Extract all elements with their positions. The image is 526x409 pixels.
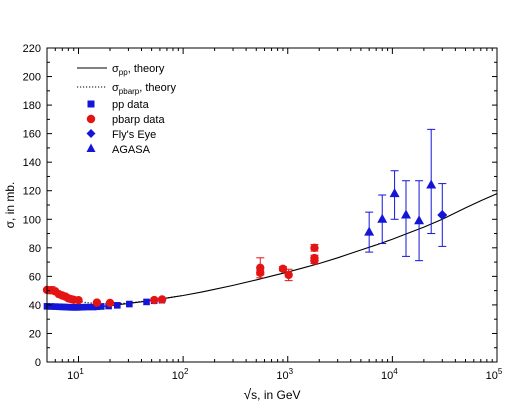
x-tick-label: 101 (67, 367, 84, 382)
y-tick-label: 80 (29, 243, 41, 255)
legend-entry-pbarp-theory: σpbarp, theory (77, 82, 176, 96)
agasa-data-point (426, 179, 437, 189)
legend: σpp, theory σpbarp, theory pp data pbarp… (77, 63, 176, 156)
x-tick-label: 104 (381, 367, 398, 382)
y-tick-label: 40 (29, 300, 41, 312)
agasa-data-point (401, 209, 412, 219)
flyseye-data-point (437, 209, 448, 220)
x-tick-label: 105 (486, 367, 503, 382)
legend-entry-pp-data: pp data (87, 99, 150, 111)
data-markers (42, 179, 448, 311)
legend-circle-icon (86, 114, 96, 124)
legend-label-agasa: AGASA (112, 144, 151, 156)
pp-theory-curve (46, 193, 498, 309)
agasa-data-point (377, 213, 388, 223)
pbarp-data-point (157, 295, 167, 304)
axis-ticks (46, 47, 498, 363)
legend-entry-pp-theory: σpp, theory (77, 63, 165, 77)
pbarp-data-point (92, 298, 102, 307)
agasa-data-point (389, 188, 400, 198)
y-axis-label-rest: , in mb. (3, 182, 17, 221)
pp-data-point (55, 303, 63, 311)
y-tick-label: 100 (23, 214, 41, 226)
y-axis-label-sigma: σ (3, 220, 17, 228)
legend-triangle-icon (86, 143, 96, 152)
agasa-data-point (364, 226, 375, 236)
pp-data-point (83, 303, 91, 311)
y-axis-label: σ, in mb. (3, 182, 17, 229)
x-axis-label-main: s, in GeV (251, 388, 300, 402)
pp-data-point (143, 298, 150, 306)
pbarp-data-point (105, 298, 115, 308)
pp-data-point (79, 303, 87, 311)
x-axis-label-root: √ (243, 386, 251, 402)
pp-data-point (89, 303, 97, 311)
y-tick-label: 200 (23, 72, 41, 84)
y-tick-label: 20 (29, 328, 41, 340)
pbarp-data-point (310, 256, 319, 265)
x-tick-labels: 101 102 103 104 105 (67, 367, 503, 382)
y-tick-label: 220 (23, 43, 41, 55)
pbarp-data-point (74, 295, 83, 305)
pbarp-data-point (284, 270, 293, 280)
agasa-data-point (414, 215, 425, 225)
pbarp-data-point (278, 264, 288, 273)
y-tick-labels: 0 20 40 60 80 100 120 140 160 180 200 220 (23, 43, 41, 369)
legend-label-flyseye: Fly's Eye (112, 129, 156, 141)
y-tick-label: 140 (23, 157, 41, 169)
pp-data-point (126, 300, 133, 308)
pbarp-data-point (150, 295, 159, 305)
pp-data-point (48, 303, 55, 310)
legend-entry-agasa: AGASA (86, 143, 151, 156)
x-axis-label: √s, in GeV (243, 386, 300, 402)
legend-label-pbarp-data: pbarp data (112, 114, 165, 126)
y-tick-label: 60 (29, 271, 41, 283)
theory-curves (46, 193, 498, 309)
x-tick-label: 103 (276, 367, 293, 382)
pp-data-point (75, 304, 82, 311)
y-tick-label: 0 (35, 357, 41, 369)
pbarp-data-point (256, 268, 265, 277)
error-bars (47, 128, 447, 295)
pbarp-data-point (310, 243, 319, 253)
pp-data-point (114, 302, 121, 309)
y-tick-label: 180 (23, 100, 41, 112)
legend-entry-flyseye: Fly's Eye (86, 129, 156, 141)
legend-label-pbarp-theory: σpbarp, theory (112, 82, 176, 96)
legend-entry-pbarp-data: pbarp data (86, 114, 165, 126)
legend-square-icon (87, 100, 95, 108)
pp-data-point (51, 303, 59, 310)
y-tick-label: 120 (23, 186, 41, 198)
pp-data-point (97, 303, 105, 310)
legend-label-pp-data: pp data (112, 99, 150, 111)
legend-label-pp-theory: σpp, theory (112, 63, 165, 77)
y-tick-label: 160 (23, 129, 41, 141)
x-tick-label: 102 (172, 367, 189, 382)
plot-frame (46, 47, 498, 363)
legend-diamond-icon (86, 129, 96, 138)
